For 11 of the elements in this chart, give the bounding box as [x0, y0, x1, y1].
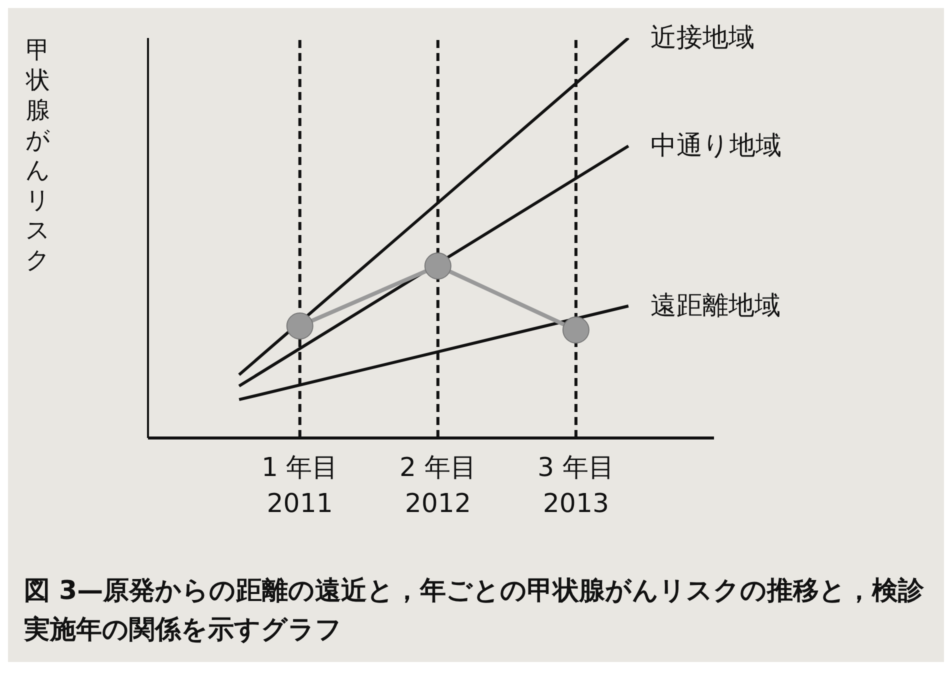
caption: 図 3—原発からの距離の遠近と，年ごとの甲状腺がんリスクの推移と，検診実施年の関係を示すグラフ	[23, 575, 926, 647]
series-label: 遠距離地域	[650, 291, 780, 321]
text: 1 年目	[261, 453, 338, 483]
series-label: 中通り地域	[650, 131, 782, 161]
y-axis-title: 甲状腺がんリスク	[25, 36, 50, 274]
x-tick-label: 2012	[404, 489, 471, 519]
series-label: 近接地域	[650, 23, 754, 53]
x-tick-label: 2011	[266, 489, 333, 519]
text: 2 年目	[399, 453, 476, 483]
text: 3 年目	[538, 453, 614, 483]
x-tick-label: 2013	[542, 489, 610, 519]
